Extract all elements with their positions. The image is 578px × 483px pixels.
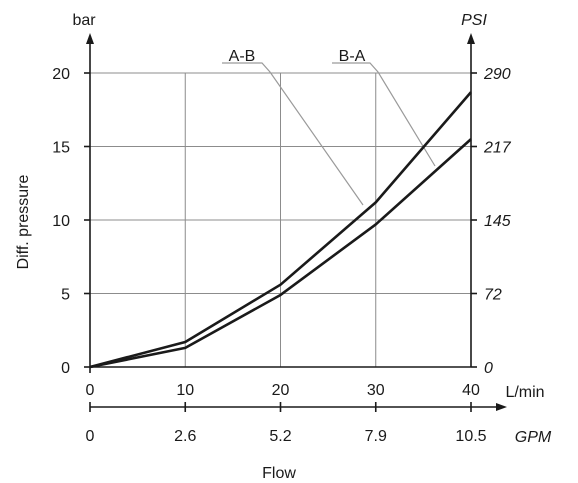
y-left-tick-label: 5 bbox=[61, 287, 70, 304]
right-axis-unit: PSI bbox=[461, 12, 487, 29]
x-tick-label: 20 bbox=[272, 382, 290, 399]
series-label: A-B bbox=[229, 48, 256, 65]
axes bbox=[84, 33, 507, 412]
y-right-tick-label: 290 bbox=[483, 66, 511, 83]
series-line-a-b bbox=[89, 91, 472, 369]
y-axis-title: Diff. pressure bbox=[15, 174, 32, 269]
series-leader-line bbox=[222, 62, 364, 206]
x-tick-label: 10 bbox=[176, 382, 194, 399]
left-axis-unit: bar bbox=[72, 12, 96, 29]
y-left-tick-label: 0 bbox=[61, 360, 70, 377]
x-axis-title: Flow bbox=[262, 465, 296, 482]
x-secondary-tick-label: 10.5 bbox=[455, 428, 486, 445]
right-axis-arrow bbox=[467, 33, 475, 44]
x-tick-label: 40 bbox=[462, 382, 480, 399]
series-leader-line bbox=[332, 62, 436, 167]
y-left-tick-label: 20 bbox=[52, 66, 70, 83]
x-secondary-tick-label: 7.9 bbox=[365, 428, 387, 445]
series-line-b-a bbox=[89, 138, 472, 369]
y-left-tick-label: 15 bbox=[52, 140, 70, 157]
y-right-tick-label: 0 bbox=[484, 360, 493, 377]
legend-leaders bbox=[222, 62, 436, 206]
x-unit-axis-arrow bbox=[496, 403, 507, 411]
y-left-tick-label: 10 bbox=[52, 213, 70, 230]
x-secondary-tick-label: 2.6 bbox=[174, 428, 196, 445]
grid bbox=[90, 72, 471, 367]
y-right-tick-label: 145 bbox=[484, 213, 511, 230]
x-tick-label: 0 bbox=[86, 382, 95, 399]
series-label: B-A bbox=[339, 48, 366, 65]
x-secondary-tick-label: 5.2 bbox=[269, 428, 291, 445]
x-secondary-unit: GPM bbox=[515, 429, 552, 446]
x-primary-unit: L/min bbox=[505, 384, 544, 401]
x-tick-label: 30 bbox=[367, 382, 385, 399]
y-right-tick-label: 72 bbox=[484, 287, 502, 304]
series-lines bbox=[89, 91, 472, 369]
y-right-tick-label: 217 bbox=[483, 140, 512, 157]
left-axis-arrow bbox=[86, 33, 94, 44]
x-secondary-tick-label: 0 bbox=[86, 428, 95, 445]
